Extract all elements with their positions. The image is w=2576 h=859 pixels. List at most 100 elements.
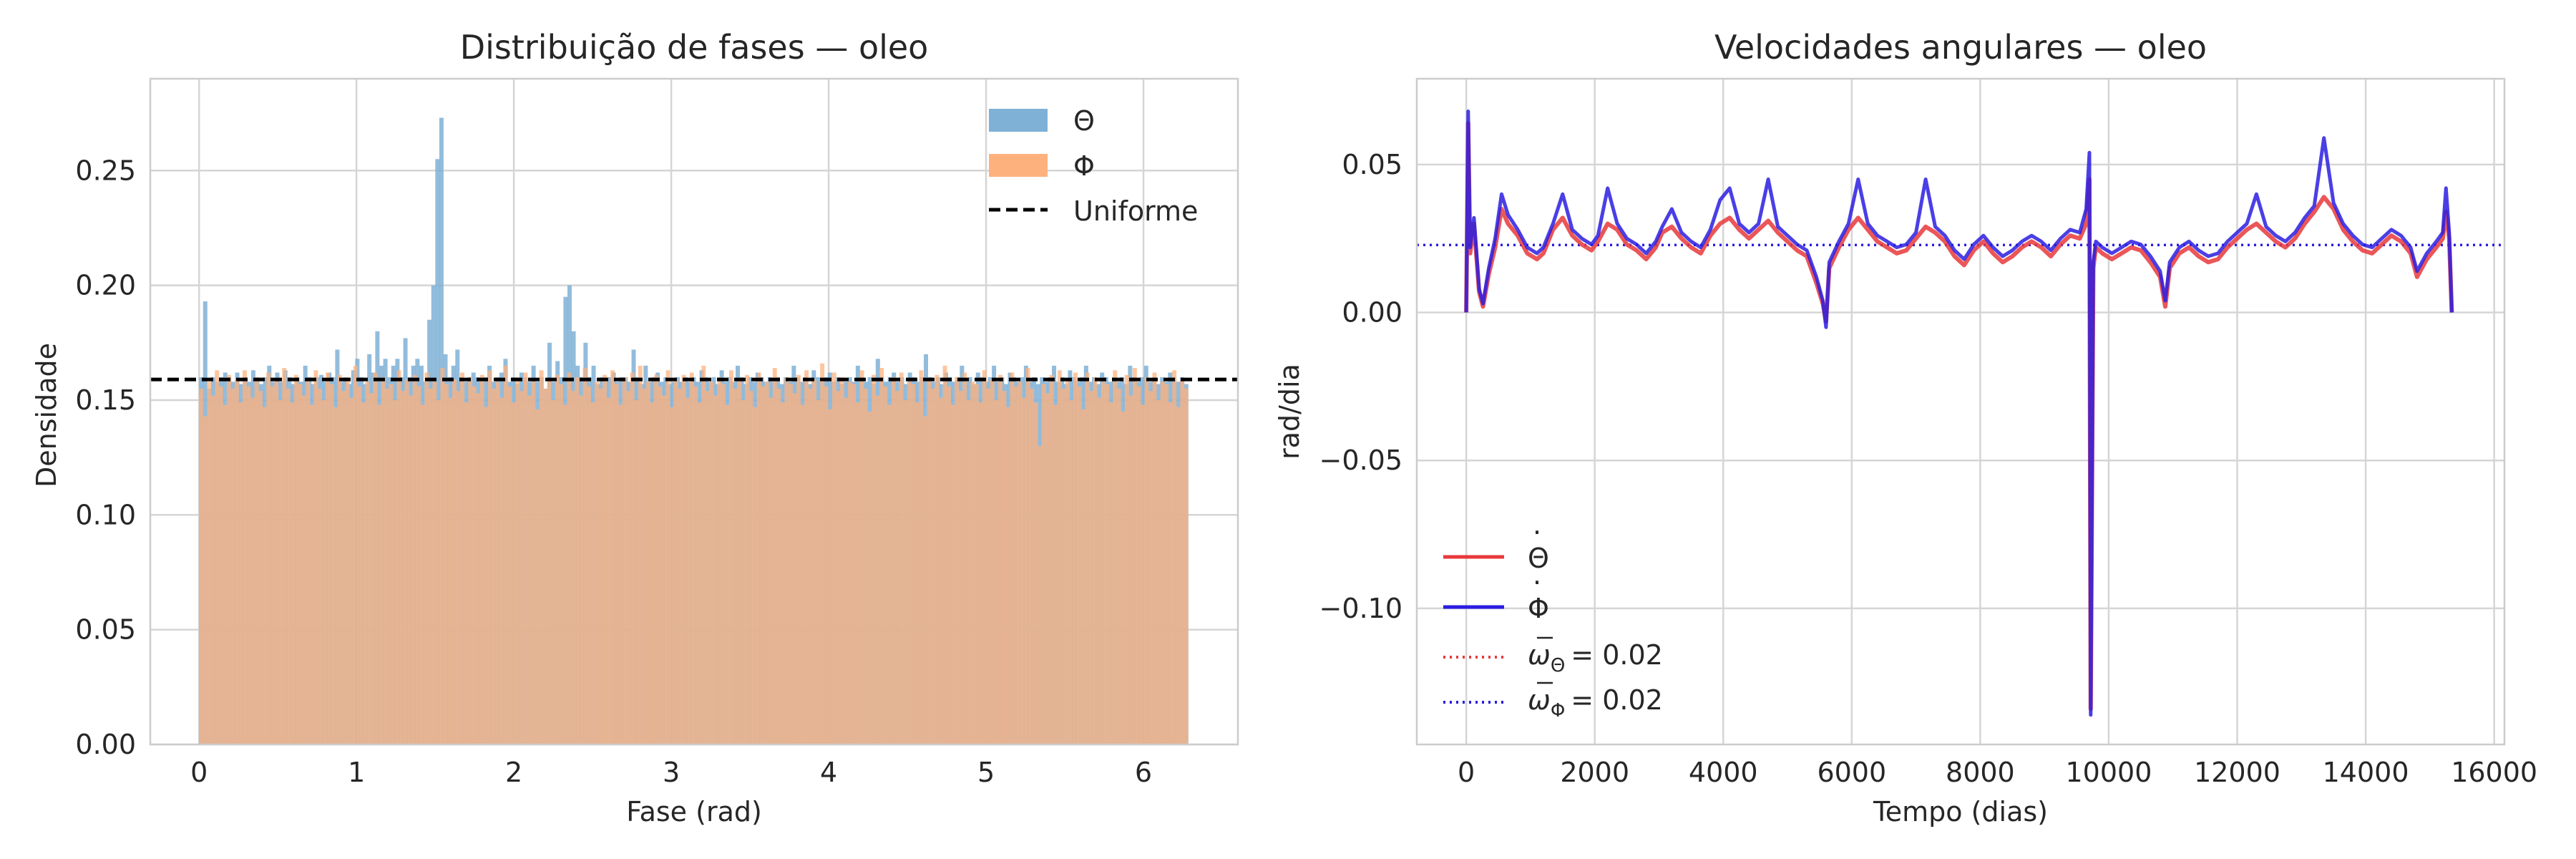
velocity-x-tick-label: 0: [1458, 757, 1475, 788]
histogram-bar-phi: [867, 412, 872, 744]
histogram-bar-phi: [547, 379, 552, 744]
histogram-bar-phi: [1033, 402, 1038, 744]
histogram-bar-phi: [673, 379, 678, 744]
histogram-bar-phi: [764, 382, 769, 744]
histogram-bar-phi: [796, 374, 801, 744]
histogram-bar-phi: [1156, 399, 1161, 744]
histogram-bar-phi: [293, 374, 298, 744]
histogram-bar-phi: [725, 404, 730, 744]
histogram-bar-phi: [341, 391, 346, 744]
velocity-x-tick-label: 12000: [2194, 757, 2280, 788]
legend-dot-theta: ·: [1533, 517, 1541, 548]
histogram-bar-phi: [887, 404, 892, 744]
histogram-bar-phi: [215, 370, 220, 744]
histogram-x-tick-label: 6: [1135, 757, 1152, 788]
velocity-y-tick-label: 0.00: [1342, 297, 1402, 329]
histogram-bar-phi: [966, 399, 971, 744]
histogram-bar-phi: [582, 368, 587, 744]
histogram-bar-phi: [318, 388, 322, 744]
histogram-bar-phi: [1061, 388, 1066, 744]
histogram-bar-phi: [816, 399, 821, 744]
histogram-bar-phi: [1022, 397, 1027, 744]
histogram-bar-phi: [678, 388, 683, 744]
histogram-bar-phi: [970, 382, 975, 744]
histogram-bar-phi: [456, 391, 461, 744]
histogram-bar-phi: [1006, 407, 1010, 744]
histogram-bar-phi: [872, 374, 876, 744]
histogram-bar-phi: [1053, 404, 1058, 744]
legend-dot-phi: ·: [1533, 567, 1541, 598]
histogram-bar-phi: [586, 386, 591, 744]
histogram-bar-phi: [476, 393, 481, 744]
histogram-bar-phi: [1049, 374, 1054, 744]
histogram-bar-phi: [602, 374, 608, 744]
histogram-bar-phi: [1002, 391, 1007, 744]
histogram-bar-phi: [618, 404, 623, 744]
histogram-bar-phi: [653, 374, 658, 744]
histogram-bar-phi: [1164, 384, 1169, 744]
histogram-bar-phi: [416, 386, 421, 744]
histogram-bar-phi: [990, 379, 995, 744]
histogram-bar-phi: [373, 372, 378, 744]
histogram-bar-phi: [321, 399, 326, 744]
histogram-bar-phi: [824, 386, 829, 744]
histogram-bar-phi: [389, 384, 394, 744]
histogram-bar-phi: [650, 402, 655, 744]
legend-label-phi-dot: Φ: [1528, 593, 1549, 624]
histogram-bar-phi: [804, 370, 809, 744]
histogram-bar-phi: [939, 397, 943, 744]
histogram-bar-phi: [994, 399, 999, 744]
histogram-bar-phi: [950, 404, 955, 744]
legend-label-theta-dot: Θ: [1528, 543, 1549, 574]
histogram-bar-phi: [978, 402, 983, 744]
velocity-x-tick-label: 2000: [1560, 757, 1629, 788]
histogram-bar-phi: [974, 384, 979, 744]
histogram-bar-phi: [891, 377, 896, 744]
legend-label-theta: Θ: [1073, 105, 1095, 137]
legend-swatch-theta: [989, 109, 1048, 132]
histogram-bar-phi: [567, 372, 572, 744]
histogram-bar-phi: [670, 407, 675, 744]
histogram-bar-phi: [578, 395, 583, 744]
histogram-bar-phi: [935, 374, 940, 744]
histogram-y-label: Densidade: [31, 343, 62, 487]
histogram-bar-phi: [1085, 372, 1090, 744]
histogram-bar-phi: [357, 386, 362, 744]
histogram-bar-phi: [487, 370, 492, 744]
histogram-bar-phi: [831, 372, 836, 744]
histogram-bar-phi: [919, 370, 924, 744]
histogram-bar-phi: [278, 399, 283, 744]
histogram-bar-phi: [230, 388, 235, 744]
histogram-bar-phi: [875, 395, 880, 744]
histogram-bar-phi: [333, 407, 338, 744]
histogram-bar-phi: [705, 391, 710, 744]
histogram-bar-phi: [531, 382, 536, 744]
histogram-bar-phi: [444, 384, 449, 744]
histogram-bar-phi: [262, 407, 267, 744]
velocity-grid: [1417, 79, 2504, 744]
histogram-bar-phi: [1116, 388, 1121, 744]
histogram-y-tick-label: 0.20: [75, 270, 136, 301]
histogram-bar-phi: [1030, 388, 1035, 744]
histogram-bar-phi: [243, 370, 247, 744]
histogram-bar-phi: [353, 365, 358, 744]
histogram-bar-phi: [947, 386, 952, 744]
histogram-bar-phi: [424, 372, 429, 744]
histogram-bar-phi: [440, 368, 445, 744]
histogram-bar-phi: [1113, 370, 1118, 744]
histogram-bar-phi: [551, 399, 556, 744]
histogram-bar-phi: [1121, 412, 1126, 744]
histogram-bar-phi: [313, 370, 318, 744]
histogram-bar-phi: [717, 377, 722, 744]
histogram-bar-phi: [1160, 382, 1165, 744]
histogram-y-tick-label: 0.15: [75, 384, 136, 416]
histogram-bar-phi: [847, 382, 852, 744]
histogram-bar-phi: [1065, 379, 1070, 744]
histogram-bar-phi: [1132, 368, 1137, 744]
velocity-legend: Θ · Φ · ωΘ = 0.02 ωΦ = 0.02: [1443, 517, 1663, 722]
histogram-bar-phi: [207, 382, 212, 744]
histogram-bar-phi: [436, 399, 441, 744]
histogram-bar-phi: [301, 395, 306, 744]
histogram-bar-phi: [626, 391, 631, 744]
